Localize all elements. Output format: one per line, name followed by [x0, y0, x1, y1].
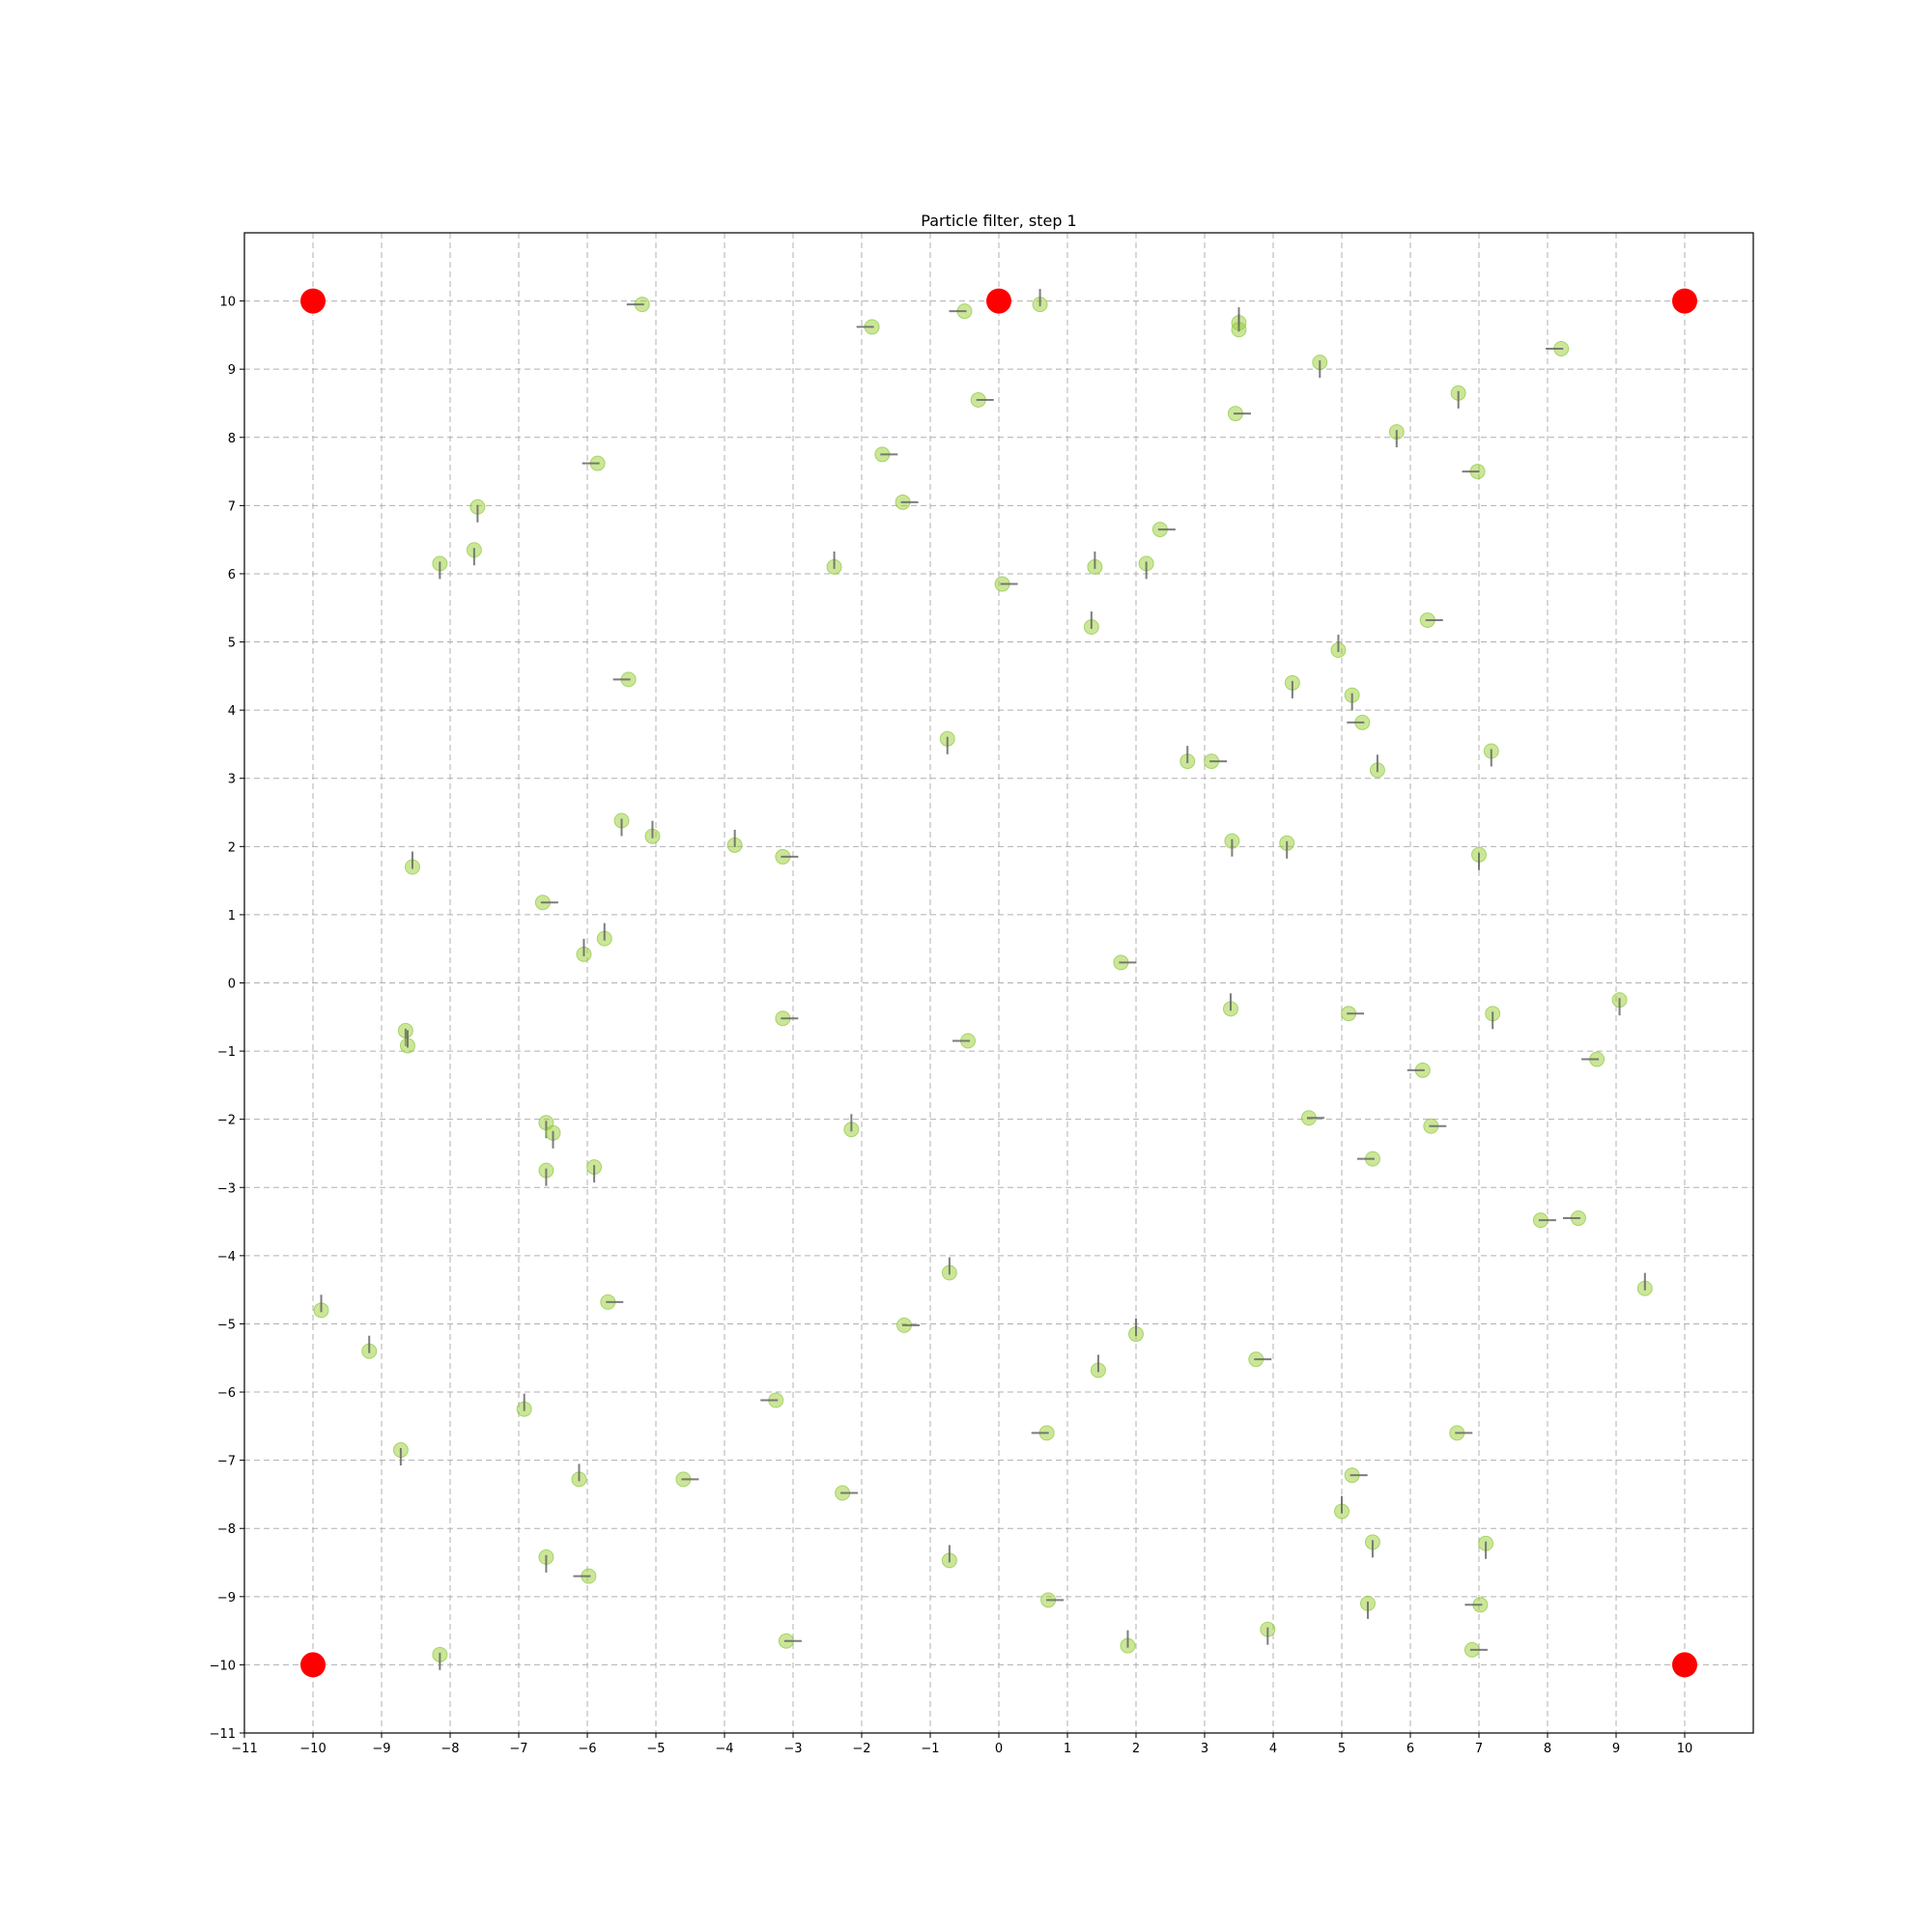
- y-tick-label: 9: [228, 363, 236, 378]
- y-tick-label: 6: [228, 568, 236, 582]
- x-tick-label: 6: [1406, 1742, 1414, 1756]
- particles-layer: [313, 289, 1653, 1670]
- y-tick-label: −2: [217, 1114, 236, 1128]
- y-tick-label: 8: [228, 432, 236, 446]
- x-tick-label: 1: [1064, 1742, 1071, 1756]
- x-tick-label: −11: [231, 1742, 257, 1756]
- x-tick-label: 8: [1544, 1742, 1551, 1756]
- x-tick-label: −3: [783, 1742, 802, 1756]
- x-tick-label: −10: [299, 1742, 326, 1756]
- y-tick-label: 2: [228, 840, 236, 855]
- x-tick-label: −8: [440, 1742, 459, 1756]
- x-tick-label: −6: [578, 1742, 596, 1756]
- y-tick-label: 5: [228, 637, 236, 651]
- landmark-point: [300, 288, 326, 314]
- y-tick-label: −6: [217, 1386, 236, 1401]
- x-tick-label: −7: [509, 1742, 527, 1756]
- landmark-point: [300, 1652, 326, 1678]
- x-tick-label: 3: [1201, 1742, 1208, 1756]
- x-tick-label: 4: [1269, 1742, 1277, 1756]
- y-tick-label: −1: [217, 1045, 236, 1060]
- x-tick-label: 7: [1475, 1742, 1483, 1756]
- landmark-point: [1672, 1652, 1697, 1678]
- y-tick-label: −7: [217, 1455, 236, 1469]
- x-tick-label: −1: [921, 1742, 939, 1756]
- y-tick-label: 0: [228, 978, 236, 992]
- y-tick-label: −3: [217, 1181, 236, 1196]
- landmark-point: [1672, 288, 1697, 314]
- y-tick-label: 3: [228, 773, 236, 787]
- x-axis-ticks: −11 −10 −9 −8 −7 −6 −5 −4 −3 −2 −1 0 1 2 3 4 5 6 7 8 9 10: [231, 1733, 1692, 1756]
- x-tick-label: 9: [1612, 1742, 1620, 1756]
- y-tick-label: 4: [228, 704, 236, 719]
- x-tick-label: 0: [995, 1742, 1003, 1756]
- x-tick-label: −5: [646, 1742, 665, 1756]
- y-tick-label: −5: [217, 1318, 236, 1332]
- landmarks-layer: [300, 288, 1697, 1678]
- y-tick-label: −4: [217, 1250, 236, 1264]
- y-tick-label: −9: [217, 1591, 236, 1605]
- x-tick-label: −2: [852, 1742, 870, 1756]
- landmark-point: [986, 288, 1011, 314]
- x-tick-label: 10: [1677, 1742, 1693, 1756]
- y-tick-label: 10: [219, 296, 236, 310]
- y-tick-label: −10: [210, 1659, 236, 1673]
- chart-title: Particle filter, step 1: [921, 212, 1076, 230]
- y-tick-label: −8: [217, 1522, 236, 1537]
- x-tick-label: 2: [1132, 1742, 1140, 1756]
- y-tick-label: 1: [228, 909, 236, 923]
- x-tick-label: −4: [715, 1742, 733, 1756]
- y-tick-label: 7: [228, 499, 236, 514]
- x-tick-label: −9: [372, 1742, 390, 1756]
- x-tick-label: 5: [1338, 1742, 1346, 1756]
- y-tick-label: −11: [210, 1727, 236, 1742]
- grid: [243, 233, 1753, 1734]
